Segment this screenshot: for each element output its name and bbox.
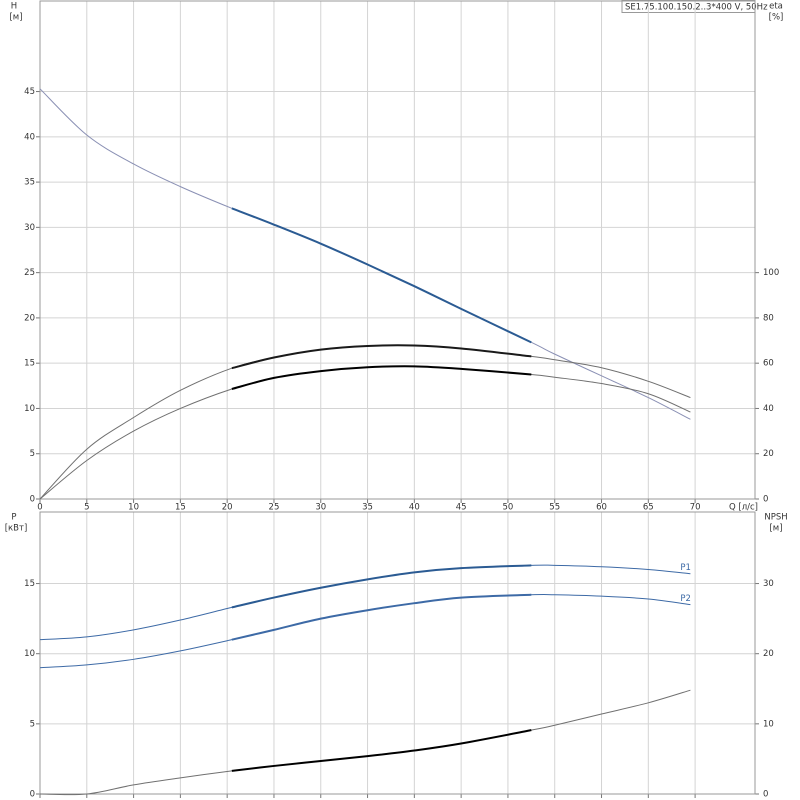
y2-tick-label: 20 [763,449,774,459]
y2-axis-label: NPSH [764,513,787,523]
plot-area [39,511,756,795]
plot-frame [39,0,756,500]
curve-operating-range [231,593,532,641]
y-tick-label: 45 [24,87,35,97]
y2-tick-label: 80 [763,313,774,323]
curve-operating-range [231,207,532,344]
y2-tick-label: 30 [763,579,774,589]
y-tick-label: 0 [30,790,35,800]
y-tick-label: 30 [24,223,35,233]
x-tick-label: 60 [596,503,607,513]
x-tick-label: 35 [362,503,373,513]
plot-frame [39,511,756,795]
x-tick-label: 65 [643,503,654,513]
y2-tick-label: 100 [763,268,779,278]
x-tick-label: 45 [456,503,467,513]
y-tick-label: 25 [24,268,35,278]
y2-tick-label: 60 [763,359,774,369]
y-tick-label: 20 [24,313,35,323]
curve-operating-range [231,564,532,609]
x-tick-label: 40 [409,503,420,513]
y-tick-label: 5 [30,449,35,459]
curve-operating-range [231,729,532,772]
y2-tick-label: 10 [763,719,774,729]
y2-axis-unit: [м] [769,524,782,534]
x-tick-label: 0 [37,503,42,513]
curve-label: P1 [680,563,691,573]
plot-area [39,0,756,500]
y2-tick-label: 0 [763,495,768,505]
y-tick-label: 15 [24,359,35,369]
y-tick-label: 5 [30,719,35,729]
x-tick-label: 55 [549,503,560,513]
curve-operating-range [231,344,532,370]
curve-label: P2 [680,594,691,604]
y-tick-label: 35 [24,178,35,188]
x-tick-label: 20 [222,503,233,513]
y-tick-label: 10 [24,404,35,414]
x-tick-label: 25 [269,503,280,513]
y-axis-label: P [11,513,16,523]
x-tick-label: 30 [315,503,326,513]
y-tick-label: 0 [30,495,35,505]
y-axis-label: H [11,2,17,12]
curve-operating-range [231,365,532,390]
y2-axis-label: eta [769,2,783,12]
y-axis-unit: [кВт] [5,524,28,534]
y-tick-label: 15 [24,579,35,589]
x-tick-label: 15 [175,503,186,513]
y2-tick-label: 20 [763,649,774,659]
model-label: SE1.75.100.150.2..3*400 V, 50Hz [625,3,768,13]
y2-axis-unit: [%] [769,13,784,23]
y-tick-label: 10 [24,649,35,659]
y2-tick-label: 40 [763,404,774,414]
x-tick-label: 10 [128,503,139,513]
x-tick-label: 5 [84,503,89,513]
x-tick-label: 70 [690,503,701,513]
y2-tick-label: 0 [763,790,768,800]
x-tick-label: 50 [503,503,514,513]
x-axis-label: Q [л/с] [729,503,758,513]
y-axis-unit: [м] [9,13,22,23]
y-tick-label: 40 [24,132,35,142]
